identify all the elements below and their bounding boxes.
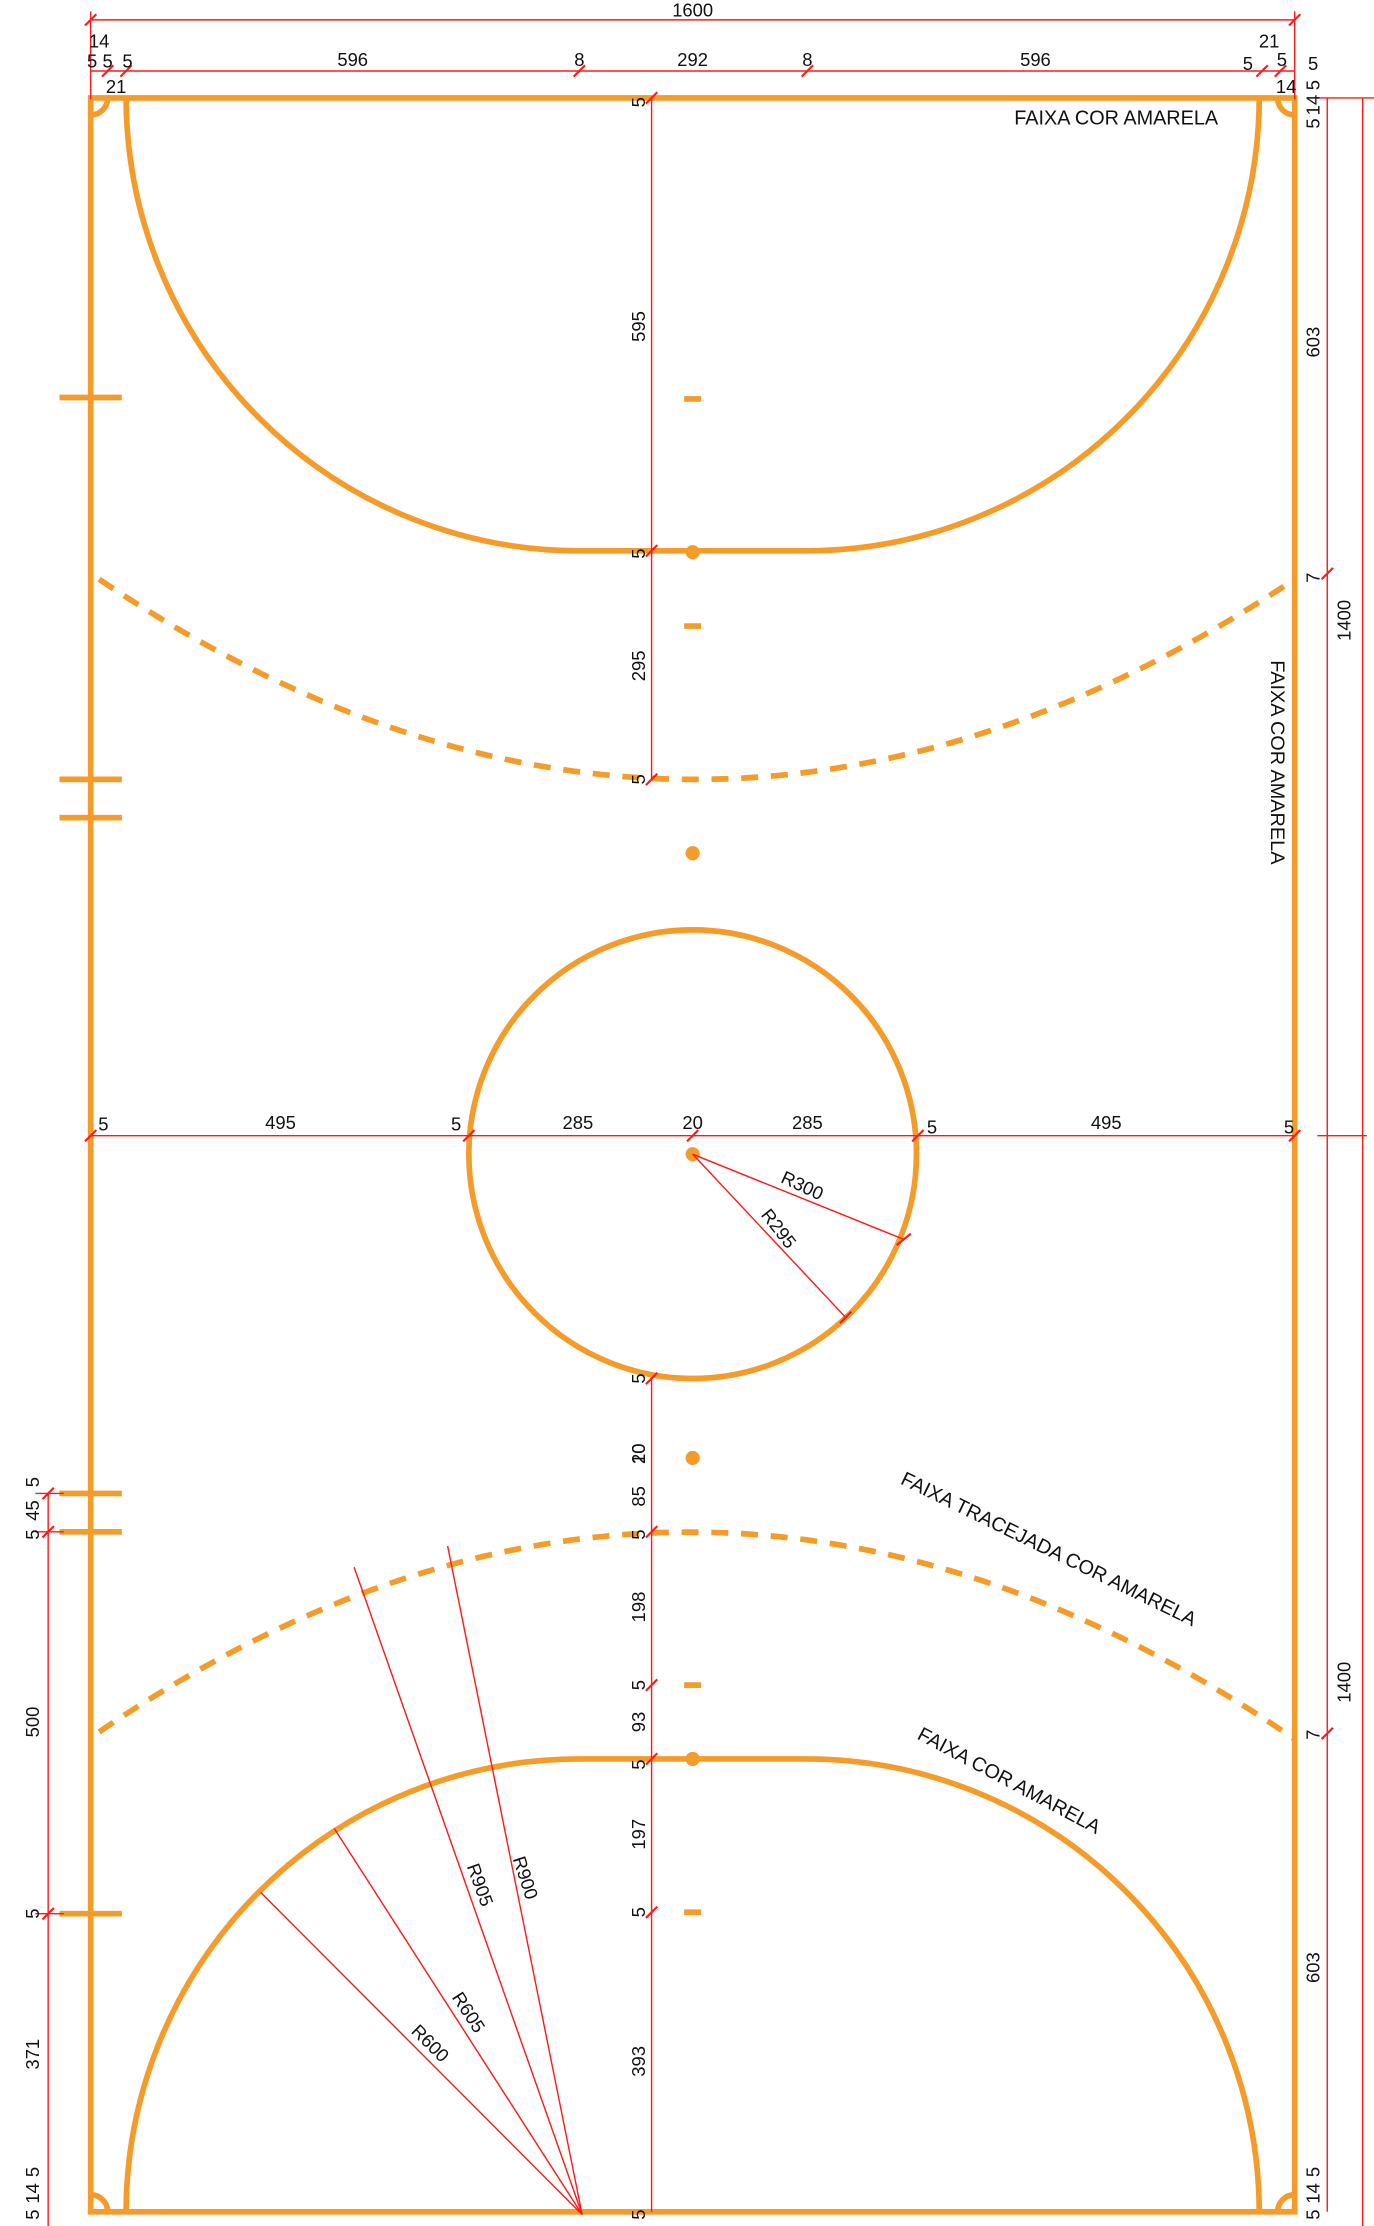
dimension-label: 197 xyxy=(628,1819,649,1850)
dimension-label: 1400 xyxy=(1334,1662,1355,1703)
annotation: FAIXA COR AMARELA xyxy=(1014,107,1219,129)
dimension-label: 5 xyxy=(628,549,649,559)
dimension-label: 5 xyxy=(22,1530,43,1540)
dimension-label: 5 xyxy=(1302,2210,1323,2220)
dimension-label: 595 xyxy=(628,311,649,342)
spot xyxy=(685,1751,700,1767)
dimension-label: 8 xyxy=(802,49,812,70)
dimension-label: 14 xyxy=(1302,2183,1323,2204)
dimension-label: 198 xyxy=(628,1592,649,1623)
dimension-label: 20 xyxy=(628,1443,649,1464)
bottom-dashed-arc xyxy=(97,1529,1297,1742)
dimension-label: 285 xyxy=(792,1112,823,1133)
dimension-label: 14 xyxy=(1276,76,1296,97)
dimension-label: 5 xyxy=(628,774,649,784)
dimension-label: 596 xyxy=(1020,49,1051,70)
dimension-label: 5 xyxy=(628,1907,649,1917)
dimension-label: 285 xyxy=(563,1112,594,1133)
center-circle xyxy=(466,927,920,1382)
dimension-label: 371 xyxy=(22,2039,43,2070)
dimension-label: 7 xyxy=(1302,573,1323,583)
dimension-label: 5 xyxy=(628,1680,649,1690)
top-penalty-area xyxy=(123,97,1263,554)
dimension-label: 5 xyxy=(98,1114,108,1135)
dimension-label: 93 xyxy=(628,1712,649,1733)
dimension-label: 5 xyxy=(628,1759,649,1769)
radius-label: R295 xyxy=(757,1205,801,1253)
dimension-label: 45 xyxy=(22,1500,43,1521)
radius-label: R600 xyxy=(407,2020,453,2066)
dimension-label: 5 xyxy=(628,2210,649,2220)
dimension-label: 7 xyxy=(1302,1730,1323,1740)
dimension-label: 5 xyxy=(1302,118,1323,128)
dimension-label: 5 xyxy=(451,1114,461,1135)
dimension-label: 5 xyxy=(628,97,649,107)
dimension-label: 5 xyxy=(628,1373,649,1383)
dimension-label: 295 xyxy=(628,650,649,681)
dimension-line xyxy=(35,11,1374,2226)
dimension-label: 5 xyxy=(22,2167,43,2177)
dimension-label: 14 xyxy=(22,2183,43,2204)
dimension-ticks xyxy=(41,13,1334,1921)
dimension-label: 5 xyxy=(1277,49,1287,70)
penalty-marks xyxy=(684,396,702,1916)
dimension-label: 596 xyxy=(337,49,368,70)
corner-arcs xyxy=(90,97,1295,2213)
dimension-label: 5 xyxy=(1308,53,1318,74)
dimension-label: 5 xyxy=(628,1530,649,1540)
dimension-label: 603 xyxy=(1302,327,1323,358)
dimension-label: 8 xyxy=(574,49,584,70)
radius-label: R900 xyxy=(509,1853,543,1901)
dimension-label: 5 xyxy=(22,1909,43,1919)
bottom-penalty-area xyxy=(123,1756,1263,2212)
dimension-label: 5 xyxy=(1243,53,1253,74)
dimension-label: 495 xyxy=(1091,1112,1122,1133)
dimension-label: 14 xyxy=(89,30,109,51)
dimension-label: 5 xyxy=(1302,2167,1323,2177)
dimension-label: 1600 xyxy=(672,0,713,20)
dimension-label: 5 xyxy=(103,50,113,71)
dimension-label: 292 xyxy=(677,49,708,70)
dimension-label: 393 xyxy=(628,2046,649,2077)
dimension-label: 21 xyxy=(1259,30,1279,51)
dimension-label: 495 xyxy=(265,1112,296,1133)
radius-label: R605 xyxy=(448,1988,490,2036)
dimension-label: 5 xyxy=(22,2210,43,2220)
dimension-label: 21 xyxy=(106,76,126,97)
dimension-label: 500 xyxy=(22,1707,43,1738)
dimension-label: 5 xyxy=(122,50,132,71)
dimension-label: 603 xyxy=(1302,1952,1323,1983)
annotation: FAIXA TRACEJADA COR AMARELA xyxy=(897,1468,1200,1631)
dimension-label: 10 xyxy=(628,1443,649,1464)
dimension-label: 5 xyxy=(1302,80,1323,90)
spot xyxy=(685,1450,700,1466)
dimension-label: 5 xyxy=(1284,1116,1294,1137)
dimension-label: 5 xyxy=(927,1116,937,1137)
dimension-label: 20 xyxy=(682,1112,702,1133)
dimension-label: 14 xyxy=(1302,95,1323,116)
court-lines xyxy=(59,95,1298,2215)
dimension-label: 1400 xyxy=(1334,600,1355,641)
spot xyxy=(685,545,700,560)
court-boundary xyxy=(87,95,1298,2215)
radius-label: R905 xyxy=(463,1860,498,1909)
annotation: FAIXA COR AMARELA xyxy=(1266,660,1288,865)
dimension-lines xyxy=(35,11,1374,2226)
dimension-label: 85 xyxy=(628,1486,649,1507)
spot xyxy=(685,846,700,861)
dimension-label: 5 xyxy=(87,50,97,71)
top-dashed-arc xyxy=(97,576,1297,783)
dimension-label: 5 xyxy=(22,1477,43,1487)
side-marks xyxy=(59,394,122,1917)
